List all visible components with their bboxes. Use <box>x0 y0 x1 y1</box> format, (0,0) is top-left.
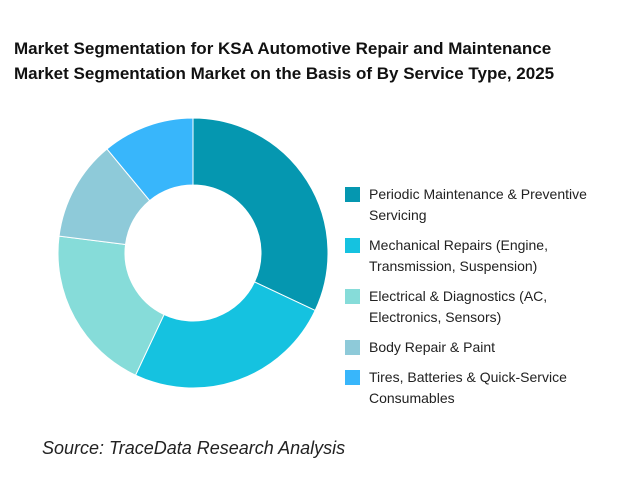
donut-slice-5 <box>106 117 194 202</box>
legend-label: Servicing <box>369 207 427 223</box>
chart-title-line-1: Market Segmentation for KSA Automotive R… <box>14 39 552 58</box>
legend-label: Electronics, Sensors) <box>369 309 502 325</box>
source-note: Source: TraceData Research Analysis <box>42 438 346 458</box>
legend-swatch <box>345 370 360 385</box>
legend-label: Electrical & Diagnostics (AC, <box>369 288 548 304</box>
legend-item-3: Electrical & Diagnostics (AC, Electronics… <box>345 286 635 328</box>
legend-item-1: Periodic Maintenance & Preventive Servici… <box>345 184 635 226</box>
legend-label: Consumables <box>369 390 455 406</box>
legend-label: Tires, Batteries & Quick-Service <box>369 369 567 385</box>
legend-label: Mechanical Repairs (Engine, <box>369 237 548 253</box>
legend-label: Body Repair & Paint <box>369 339 496 355</box>
legend-item-4: Body Repair & Paint <box>345 337 635 358</box>
legend-item-5: Tires, Batteries & Quick-Service Consumab… <box>345 367 635 409</box>
legend-item-2: Mechanical Repairs (Engine, Transmission,… <box>345 235 635 277</box>
legend-label: Transmission, Suspension) <box>369 258 538 274</box>
chart-legend: Periodic Maintenance & Preventive Servici… <box>345 184 635 418</box>
legend-label: Periodic Maintenance & Preventive <box>369 186 587 202</box>
legend-swatch <box>345 340 360 355</box>
chart-title: Market Segmentation for KSA Automotive R… <box>14 36 629 86</box>
donut-slice-1 <box>192 117 329 312</box>
chart-title-line-2: Market Segmentation Market on the Basis … <box>14 64 555 83</box>
donut-slice-3 <box>57 235 165 376</box>
legend-swatch <box>345 289 360 304</box>
legend-swatch <box>345 187 360 202</box>
legend-swatch <box>345 238 360 253</box>
donut-slice-2 <box>134 281 316 389</box>
